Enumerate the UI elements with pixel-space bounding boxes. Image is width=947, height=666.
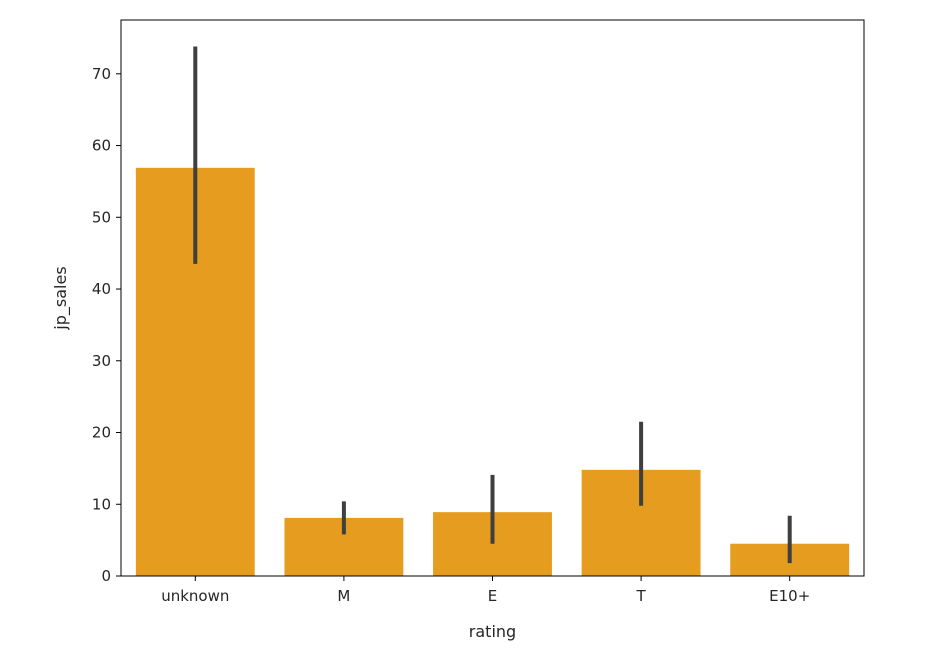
- x-axis-title: rating: [469, 622, 516, 641]
- y-axis-title: jp_sales: [51, 266, 71, 330]
- y-axis: 0 10 20 30 40 50 60 70: [92, 65, 121, 585]
- x-tick-label: E: [488, 587, 497, 605]
- y-tick-label: 70: [92, 65, 111, 83]
- x-tick-label: E10+: [769, 587, 810, 605]
- y-tick-label: 40: [92, 280, 111, 298]
- errorbars-layer: [193, 46, 792, 564]
- x-axis: unknown M E T E10+: [161, 576, 810, 605]
- y-tick-label: 20: [92, 424, 111, 442]
- x-tick-label: T: [636, 587, 647, 605]
- y-tick-label: 30: [92, 352, 111, 370]
- y-tick-label: 10: [92, 495, 111, 513]
- y-tick-label: 0: [101, 567, 111, 585]
- y-tick-label: 50: [92, 208, 111, 226]
- y-tick-label: 60: [92, 137, 111, 155]
- x-tick-label: M: [337, 587, 350, 605]
- x-tick-label: unknown: [161, 587, 229, 605]
